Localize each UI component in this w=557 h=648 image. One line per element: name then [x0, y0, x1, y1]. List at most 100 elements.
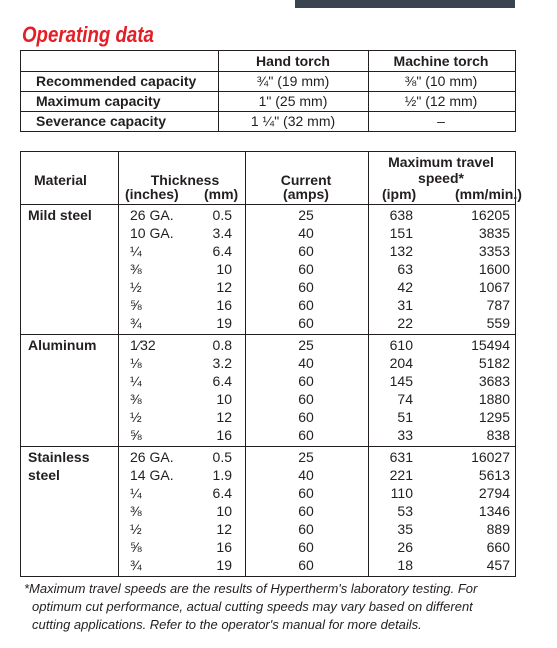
rule: [245, 151, 246, 577]
speed-mm-min: 457: [486, 557, 510, 573]
speed-mm-min: 2794: [478, 485, 510, 501]
thickness-inches: 14 GA.: [130, 467, 174, 483]
speed-ipm: 631: [389, 449, 413, 465]
speed-mm-min: 559: [486, 315, 510, 331]
thickness-mm: 0.5: [212, 207, 232, 223]
thickness-inches: 10 GA.: [130, 225, 174, 241]
thickness-mm: 16: [216, 427, 232, 443]
rule: [515, 151, 516, 577]
rule: [368, 151, 369, 577]
speed-mm-min: 1346: [478, 503, 510, 519]
speed-ipm: 221: [389, 467, 413, 483]
thickness-inches: ½: [130, 521, 142, 537]
thickness-inches: 26 GA.: [130, 449, 174, 465]
speed-ipm: 18: [397, 557, 413, 573]
speed-mm-min: 15494: [471, 337, 510, 353]
rule: [20, 446, 516, 447]
rule: [20, 71, 516, 72]
speed-ipm: 26: [397, 539, 413, 555]
rule: [118, 151, 119, 577]
thickness-inches: ⅜: [130, 503, 142, 519]
current: 60: [298, 297, 314, 313]
speed-ipm: 204: [389, 355, 413, 371]
current: 40: [298, 225, 314, 241]
current: 60: [298, 373, 314, 389]
column-header: (mm): [204, 186, 239, 202]
speed-mm-min: 16027: [471, 449, 510, 465]
speed-mm-min: 1600: [478, 261, 510, 277]
speed-ipm: 33: [397, 427, 413, 443]
cell: ⅜" (10 mm): [404, 73, 478, 89]
column-header: (amps): [283, 186, 329, 202]
rule: [20, 334, 516, 335]
cell: 1 ¼" (32 mm): [250, 113, 336, 129]
speed-mm-min: 5613: [478, 467, 510, 483]
column-header: Hand torch: [256, 53, 330, 69]
row-label: Recommended capacity: [36, 73, 197, 89]
speed-mm-min: 787: [486, 297, 510, 313]
row-label: Maximum capacity: [36, 93, 161, 109]
speed-ipm: 51: [397, 409, 413, 425]
column-header: Thickness: [150, 172, 220, 188]
thickness-mm: 10: [216, 261, 232, 277]
current: 60: [298, 557, 314, 573]
thickness-mm: 6.4: [212, 373, 232, 389]
material: Stainless steel: [28, 449, 90, 483]
speed-mm-min: 3835: [478, 225, 510, 241]
thickness-inches: ¼: [130, 373, 142, 389]
thickness-mm: 12: [216, 409, 232, 425]
cell: 1" (25 mm): [258, 93, 328, 109]
speed-mm-min: 660: [486, 539, 510, 555]
thickness-inches: ½: [130, 409, 142, 425]
current: 60: [298, 391, 314, 407]
speed-ipm: 638: [389, 207, 413, 223]
thickness-inches: ¾: [130, 315, 142, 331]
current: 60: [298, 427, 314, 443]
current: 60: [298, 243, 314, 259]
speed-ipm: 63: [397, 261, 413, 277]
rule: [20, 576, 516, 577]
thickness-inches: ⅜: [130, 391, 142, 407]
top-bar: [295, 0, 515, 8]
current: 60: [298, 315, 314, 331]
material: Mild steel: [28, 207, 92, 223]
thickness-mm: 16: [216, 539, 232, 555]
speed-ipm: 31: [397, 297, 413, 313]
material: Aluminum: [28, 337, 97, 353]
current: 60: [298, 409, 314, 425]
cell: ¾" (19 mm): [256, 73, 330, 89]
current: 25: [298, 449, 314, 465]
speed-ipm: 610: [389, 337, 413, 353]
thickness-inches: ⅝: [130, 539, 142, 555]
thickness-mm: 10: [216, 503, 232, 519]
thickness-mm: 16: [216, 297, 232, 313]
thickness-inches: ⅝: [130, 427, 142, 443]
column-header: (inches): [125, 186, 179, 202]
thickness-mm: 0.8: [212, 337, 232, 353]
speed-ipm: 151: [389, 225, 413, 241]
thickness-inches: 1⁄32: [130, 337, 156, 353]
column-header: Machine torch: [393, 53, 489, 69]
thickness-inches: ⅜: [130, 261, 142, 277]
speed-ipm: 110: [390, 485, 413, 501]
current: 40: [298, 467, 314, 483]
speed-ipm: 145: [389, 373, 413, 389]
column-header: Current: [280, 172, 332, 188]
thickness-mm: 3.2: [212, 355, 232, 371]
column-header: (ipm): [382, 186, 417, 202]
thickness-inches: 26 GA.: [130, 207, 174, 223]
speed-mm-min: 5182: [478, 355, 510, 371]
thickness-inches: ⅝: [130, 297, 142, 313]
row-label: Severance capacity: [36, 113, 166, 129]
speed-ipm: 42: [397, 279, 413, 295]
speed-ipm: 132: [389, 243, 413, 259]
rule: [20, 151, 516, 152]
current: 60: [298, 539, 314, 555]
thickness-mm: 6.4: [212, 243, 232, 259]
thickness-inches: ⅛: [130, 355, 142, 371]
current: 25: [298, 337, 314, 353]
cell: ½" (12 mm): [404, 93, 478, 109]
thickness-mm: 3.4: [212, 225, 232, 241]
thickness-mm: 0.5: [212, 449, 232, 465]
